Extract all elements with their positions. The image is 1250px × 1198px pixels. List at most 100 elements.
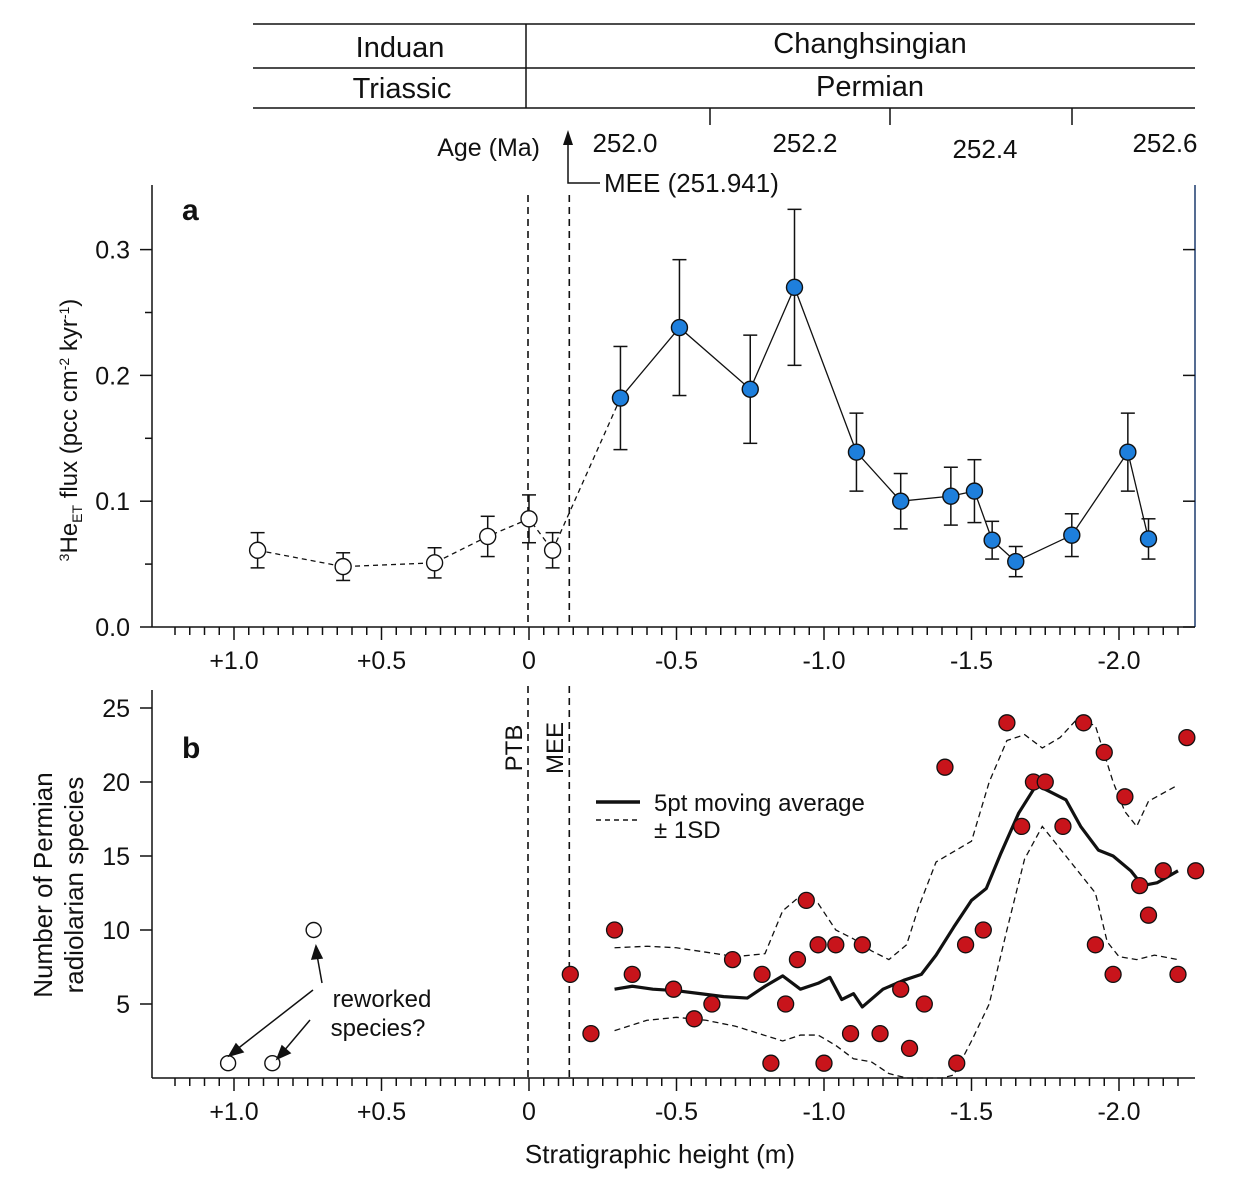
permian-point xyxy=(965,482,984,500)
species-point xyxy=(582,1024,600,1043)
system-permian: Permian xyxy=(816,71,924,103)
y-tick-label: 15 xyxy=(102,843,130,871)
species-point xyxy=(1131,876,1149,895)
species-point xyxy=(827,936,845,954)
triassic-point xyxy=(425,554,444,572)
x-tick-label: +0.5 xyxy=(357,647,406,675)
species-point xyxy=(841,1024,860,1043)
age-tick-label: 252.0 xyxy=(592,128,657,158)
y-tick-label: 10 xyxy=(102,917,130,945)
species-point xyxy=(605,921,624,939)
triassic-point xyxy=(248,541,267,559)
species-point xyxy=(915,995,933,1013)
species-point xyxy=(998,714,1016,732)
species-point xyxy=(1104,965,1122,984)
age-axis xyxy=(709,108,1073,125)
species-point xyxy=(1154,862,1172,880)
reworked-label-line1: reworked xyxy=(333,986,432,1013)
stage-induan: Induan xyxy=(356,32,445,64)
species-point xyxy=(1036,773,1054,791)
y-tick-label: 0.0 xyxy=(95,614,130,642)
legend: 5pt moving average ± 1SD xyxy=(596,790,865,844)
reworked-point xyxy=(305,921,322,939)
species-point xyxy=(1178,728,1196,747)
triassic-series-line xyxy=(257,518,554,568)
species-point xyxy=(892,980,910,998)
x-tick-label: -1.0 xyxy=(802,1098,845,1126)
x-tick-label: -0.5 xyxy=(655,647,698,675)
species-point xyxy=(664,980,683,998)
permian-point xyxy=(983,531,1001,549)
species-point xyxy=(797,891,815,910)
species-point xyxy=(815,1054,833,1072)
species-point xyxy=(1139,906,1158,924)
age-tick-label: 252.2 xyxy=(772,128,837,158)
y-tick-label: 25 xyxy=(102,695,130,723)
permian-point xyxy=(1007,552,1025,571)
x-tick-label: -1.5 xyxy=(950,1098,993,1126)
species-point xyxy=(762,1054,780,1072)
x-tick-label: -2.0 xyxy=(1097,647,1140,675)
species-point xyxy=(753,965,771,984)
species-point xyxy=(777,995,795,1013)
x-axis-title: Stratigraphic height (m) xyxy=(525,1139,795,1169)
species-point xyxy=(853,936,871,954)
species-point xyxy=(956,936,975,954)
permian-point xyxy=(942,487,960,505)
legend-sd-label: ± 1SD xyxy=(654,817,721,844)
stage-changhsingian: Changhsingian xyxy=(773,28,966,60)
permian-point xyxy=(1139,530,1158,548)
stratigraphy-table xyxy=(253,23,1195,109)
age-axis-label: Age (Ma) xyxy=(437,134,540,162)
species-point xyxy=(1013,817,1031,836)
triassic-point xyxy=(479,527,497,546)
y-tick-label: 0.2 xyxy=(95,362,130,390)
panel-b-frame xyxy=(151,690,1195,1079)
x-tick-label: +1.0 xyxy=(209,647,258,675)
species-point xyxy=(900,1039,919,1058)
panel-b-moving-average-curves xyxy=(614,717,1179,1079)
permian-series-line xyxy=(619,285,1150,563)
panel-a-error-bars xyxy=(250,208,1156,582)
bridge-line xyxy=(552,397,622,551)
panel-b-x-ticks: +1.0 +0.5 0 -0.5 -1.0 -1.5 -2.0 xyxy=(174,1078,1179,1126)
species-point xyxy=(623,965,641,984)
reworked-arrows xyxy=(227,943,324,1061)
species-point xyxy=(936,758,954,776)
species-point xyxy=(1054,817,1072,836)
panel-a-frame xyxy=(151,185,1196,628)
permian-point xyxy=(670,318,689,337)
species-point xyxy=(871,1024,889,1043)
y-tick-label: 20 xyxy=(102,769,130,797)
y-tick-label: 0.3 xyxy=(95,237,130,265)
species-point xyxy=(685,1010,703,1028)
species-point xyxy=(974,921,992,939)
permian-point xyxy=(847,443,866,461)
x-tick-label: -1.0 xyxy=(802,647,845,675)
permian-point xyxy=(892,492,910,510)
moving-average-curve xyxy=(614,783,1179,1009)
triassic-point xyxy=(520,510,538,528)
age-tick-label: 252.6 xyxy=(1132,128,1197,158)
species-point xyxy=(703,995,721,1013)
species-point xyxy=(1086,936,1105,954)
species-point xyxy=(723,950,742,969)
permian-point xyxy=(611,389,630,407)
species-point xyxy=(948,1054,966,1072)
x-tick-label: -1.5 xyxy=(950,647,993,675)
panel-b-y-axis-title-line1: Number of Permian xyxy=(28,772,58,997)
ptb-label: PTB xyxy=(501,725,528,772)
panel-a-y-ticks: 0.0 0.1 0.2 0.3 xyxy=(95,237,1195,642)
permian-point xyxy=(785,278,804,297)
panel-a-boundary-lines xyxy=(527,195,571,627)
x-tick-label: +1.0 xyxy=(209,1098,258,1126)
permian-point xyxy=(1063,526,1081,544)
panel-a-x-ticks: +1.0 +0.5 0 -0.5 -1.0 -1.5 -2.0 xyxy=(174,627,1179,675)
species-point xyxy=(1095,743,1113,762)
lower-sd-curve xyxy=(614,825,1179,1079)
mee-age-label: MEE (251.941) xyxy=(604,168,779,198)
y-tick-label: 0.1 xyxy=(95,488,130,516)
panel-b-boundary-lines xyxy=(527,686,571,1078)
panel-b-y-axis-title-line2: radiolarian species xyxy=(59,777,89,994)
